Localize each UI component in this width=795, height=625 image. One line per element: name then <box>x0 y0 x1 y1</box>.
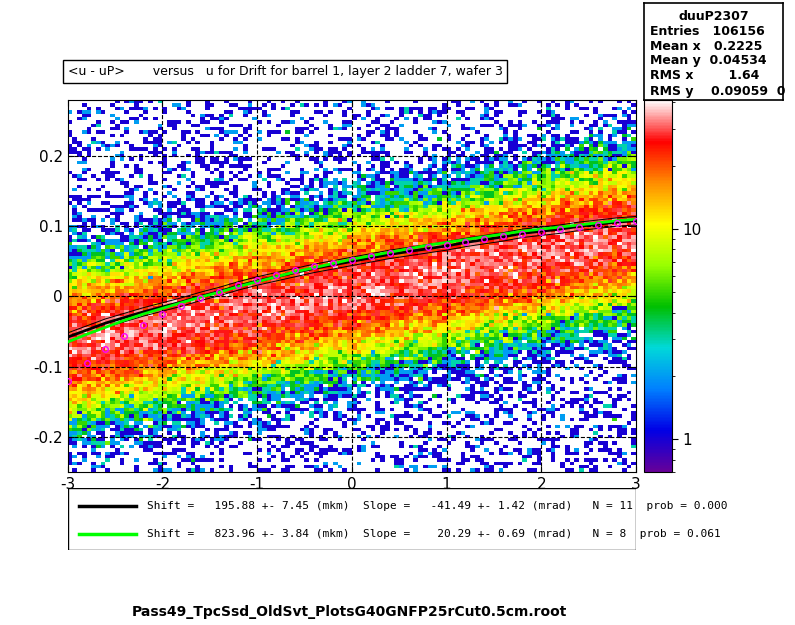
Text: Mean x   0.2225: Mean x 0.2225 <box>650 40 762 53</box>
Text: Shift =   195.88 +- 7.45 (mkm)  Slope =   -41.49 +- 1.42 (mrad)   N = 11  prob =: Shift = 195.88 +- 7.45 (mkm) Slope = -41… <box>147 501 727 511</box>
Text: Pass49_TpcSsd_OldSvt_PlotsG40GNFP25rCut0.5cm.root: Pass49_TpcSsd_OldSvt_PlotsG40GNFP25rCut0… <box>132 605 568 619</box>
Text: RMS x        1.64: RMS x 1.64 <box>650 69 759 82</box>
Text: <u - uP>       versus   u for Drift for barrel 1, layer 2 ladder 7, wafer 3: <u - uP> versus u for Drift for barrel 1… <box>68 65 502 78</box>
Text: Entries   106156: Entries 106156 <box>650 26 764 38</box>
Text: Shift =   823.96 +- 3.84 (mkm)  Slope =    20.29 +- 0.69 (mrad)   N = 8  prob = : Shift = 823.96 +- 3.84 (mkm) Slope = 20.… <box>147 529 721 539</box>
Text: RMS y    0.09059  0: RMS y 0.09059 0 <box>650 86 785 99</box>
Text: Mean y  0.04534: Mean y 0.04534 <box>650 54 766 68</box>
Text: duuP2307: duuP2307 <box>678 10 749 23</box>
